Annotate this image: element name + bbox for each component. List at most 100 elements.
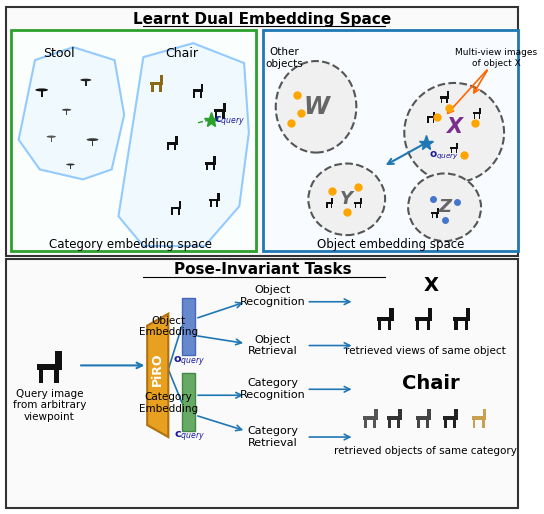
Text: Multi-view images
of object X: Multi-view images of object X [455, 48, 537, 68]
Bar [427, 116, 435, 118]
Text: retrieved objects of same category: retrieved objects of same category [334, 446, 517, 456]
Polygon shape [18, 47, 124, 179]
Bar [360, 204, 361, 208]
Bar [466, 308, 471, 321]
Bar [432, 118, 434, 123]
Bar [387, 416, 402, 420]
Bar [217, 193, 220, 201]
Bar [167, 142, 177, 145]
Bar [388, 420, 391, 428]
Bar [51, 137, 52, 142]
Bar [178, 201, 181, 209]
Bar [209, 198, 220, 201]
Bar [6, 7, 518, 256]
Text: X: X [446, 117, 462, 137]
Bar [376, 317, 393, 321]
Ellipse shape [404, 83, 504, 182]
Bar [378, 321, 381, 329]
Bar [326, 202, 333, 204]
Bar [178, 209, 180, 215]
Text: Y: Y [340, 190, 353, 208]
Bar [363, 416, 378, 420]
Bar [193, 92, 195, 98]
Text: Chair: Chair [403, 374, 460, 393]
Bar [479, 108, 481, 115]
Bar [85, 80, 86, 86]
Text: Stool: Stool [43, 47, 75, 60]
Text: Other
objects: Other objects [265, 47, 303, 69]
Bar [433, 112, 435, 118]
Bar [214, 109, 226, 112]
Bar [70, 164, 71, 169]
Bar [437, 208, 439, 214]
Text: $\mathbf{c}_{query}$: $\mathbf{c}_{query}$ [174, 430, 205, 444]
Bar [454, 321, 458, 329]
Bar [373, 420, 376, 428]
Text: Learnt Dual Embedding Space: Learnt Dual Embedding Space [133, 12, 392, 27]
Bar [55, 351, 61, 370]
Bar [450, 147, 458, 149]
Text: Category
Recognition: Category Recognition [240, 378, 306, 400]
Bar [6, 259, 518, 508]
Bar [472, 416, 486, 420]
Bar [453, 317, 471, 321]
Bar [213, 164, 214, 170]
Bar [215, 112, 217, 119]
Bar [213, 156, 216, 164]
Bar [174, 145, 176, 150]
Ellipse shape [276, 61, 356, 153]
Bar [388, 321, 392, 329]
Text: Object
Embedding: Object Embedding [139, 316, 198, 337]
Bar [436, 214, 438, 218]
Bar [66, 110, 67, 115]
Bar [427, 409, 431, 420]
Bar [465, 321, 468, 329]
Bar [447, 91, 449, 99]
Bar [473, 115, 475, 119]
Bar [431, 214, 433, 218]
Polygon shape [147, 314, 168, 437]
Bar [451, 149, 452, 153]
Text: Pose-Invariant Tasks: Pose-Invariant Tasks [174, 263, 351, 278]
Bar [483, 409, 486, 420]
Text: PiRO: PiRO [151, 353, 164, 386]
Bar [217, 201, 218, 207]
Bar [168, 145, 170, 150]
Ellipse shape [86, 138, 98, 141]
Bar [482, 420, 485, 428]
Bar [171, 209, 174, 215]
Bar [354, 202, 362, 204]
Ellipse shape [66, 163, 75, 166]
Bar [360, 198, 362, 204]
Bar [355, 204, 356, 208]
Bar [416, 321, 419, 329]
Bar [417, 420, 420, 428]
Text: Z: Z [438, 198, 451, 216]
Bar [326, 204, 327, 208]
Bar [428, 308, 432, 321]
Bar [431, 212, 439, 214]
Text: Chair: Chair [165, 47, 198, 60]
Bar [263, 30, 518, 251]
Bar [11, 30, 256, 251]
Polygon shape [119, 43, 249, 246]
Bar [150, 82, 163, 85]
Bar [364, 420, 367, 428]
Bar [209, 201, 212, 207]
Bar [374, 409, 378, 420]
Bar [182, 373, 195, 431]
Bar [151, 85, 153, 92]
Bar [479, 115, 480, 119]
Bar [92, 140, 94, 146]
Bar [473, 420, 475, 428]
Bar [206, 164, 208, 170]
Bar [456, 143, 458, 149]
Bar [390, 308, 393, 321]
Text: X: X [424, 277, 438, 296]
Ellipse shape [81, 79, 91, 81]
Bar [441, 99, 442, 103]
Bar [426, 420, 429, 428]
Bar [41, 90, 42, 97]
Bar [201, 84, 203, 92]
Bar [200, 92, 202, 98]
